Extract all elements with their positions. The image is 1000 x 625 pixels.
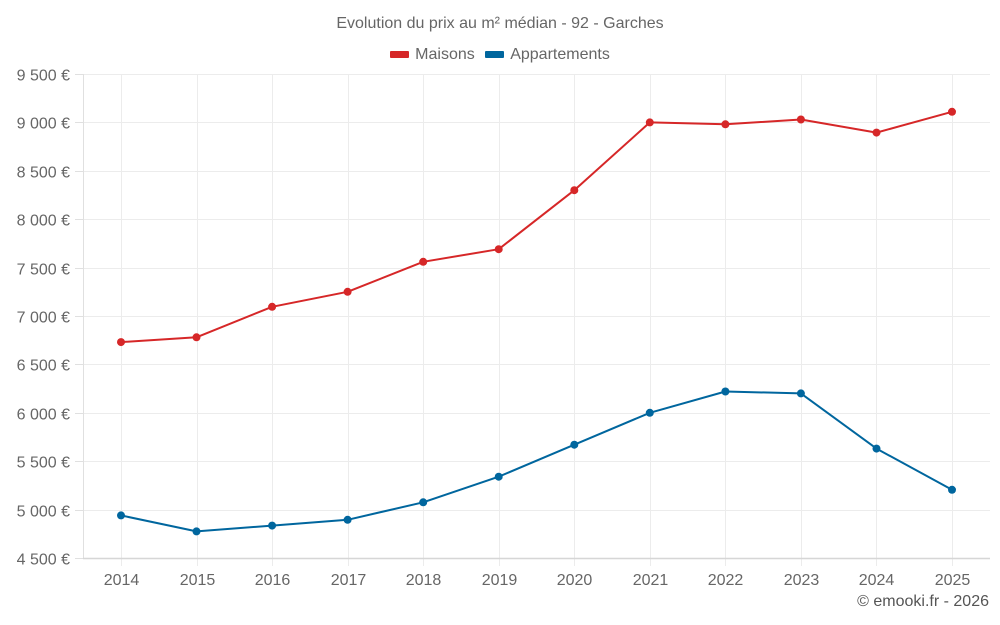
x-tick-label: 2021 bbox=[633, 572, 669, 589]
x-tick-label: 2017 bbox=[331, 572, 367, 589]
y-tick-label: 9 000 € bbox=[17, 116, 70, 133]
data-point-appartements bbox=[872, 444, 881, 453]
credit-text: © emooki.fr - 2026 bbox=[857, 593, 989, 610]
legend-label-maisons: Maisons bbox=[415, 45, 475, 63]
y-tick-label: 5 500 € bbox=[17, 455, 70, 472]
data-point-maisons bbox=[796, 115, 805, 124]
y-axis-ticks: 4 500 € 5 000 € 5 500 € 6 000 € 6 500 € 7 000… bbox=[17, 68, 70, 569]
data-point-maisons bbox=[645, 118, 654, 127]
chart-title: Evolution du prix au m² médian - 92 - Ga… bbox=[336, 15, 664, 32]
y-tick-label: 8 500 € bbox=[17, 165, 70, 182]
x-tick-label: 2022 bbox=[708, 572, 744, 589]
y-tick-label: 6 500 € bbox=[17, 358, 70, 375]
y-tick-label: 9 500 € bbox=[17, 68, 70, 85]
x-tick-label: 2024 bbox=[859, 572, 895, 589]
x-tick-label: 2019 bbox=[482, 572, 518, 589]
legend-item-appartements[interactable]: Appartements bbox=[485, 46, 610, 64]
data-point-appartements bbox=[645, 408, 654, 417]
data-point-appartements bbox=[570, 440, 579, 449]
x-tick-label: 2023 bbox=[784, 572, 820, 589]
data-point-maisons bbox=[192, 333, 201, 342]
data-point-appartements bbox=[796, 389, 805, 398]
data-point-appartements bbox=[419, 498, 428, 507]
x-tick-label: 2014 bbox=[104, 572, 140, 589]
y-tick-label: 8 000 € bbox=[17, 213, 70, 230]
data-point-appartements bbox=[343, 515, 352, 524]
grid bbox=[75, 74, 990, 566]
data-point-maisons bbox=[872, 128, 881, 137]
legend-label-appartements: Appartements bbox=[510, 45, 610, 63]
y-tick-label: 7 000 € bbox=[17, 310, 70, 327]
x-tick-label: 2018 bbox=[406, 572, 442, 589]
legend-swatch-maisons bbox=[390, 51, 410, 58]
series-line-maisons bbox=[120, 110, 953, 344]
data-point-appartements bbox=[117, 511, 125, 520]
legend-item-maisons[interactable]: Maisons bbox=[390, 46, 475, 64]
data-point-maisons bbox=[343, 287, 352, 296]
data-point-appartements bbox=[948, 485, 956, 494]
x-tick-label: 2016 bbox=[255, 572, 291, 589]
x-tick-label: 2025 bbox=[935, 572, 971, 589]
data-point-maisons bbox=[721, 120, 730, 129]
data-point-maisons bbox=[570, 186, 579, 195]
data-point-appartements bbox=[192, 527, 201, 536]
y-tick-label: 5 000 € bbox=[17, 504, 70, 521]
y-tick-label: 4 500 € bbox=[17, 552, 70, 569]
y-tick-label: 7 500 € bbox=[17, 262, 70, 279]
series-group bbox=[117, 107, 956, 536]
x-tick-label: 2015 bbox=[180, 572, 216, 589]
legend: Maisons Appartements bbox=[0, 45, 1000, 64]
series-line-appartements bbox=[120, 390, 953, 533]
data-point-appartements bbox=[268, 521, 277, 530]
data-point-appartements bbox=[494, 472, 503, 481]
data-point-maisons bbox=[117, 338, 125, 347]
y-tick-label: 6 000 € bbox=[17, 407, 70, 424]
data-point-maisons bbox=[948, 107, 956, 116]
x-axis-ticks: 2014 2015 2016 2017 2018 2019 2020 2021 2022 2023… bbox=[104, 572, 971, 589]
legend-swatch-appartements bbox=[485, 51, 505, 58]
data-point-maisons bbox=[494, 245, 503, 254]
data-point-appartements bbox=[721, 387, 730, 396]
data-point-maisons bbox=[419, 257, 428, 266]
axes bbox=[83, 74, 990, 560]
data-point-maisons bbox=[268, 302, 277, 311]
x-tick-label: 2020 bbox=[557, 572, 593, 589]
